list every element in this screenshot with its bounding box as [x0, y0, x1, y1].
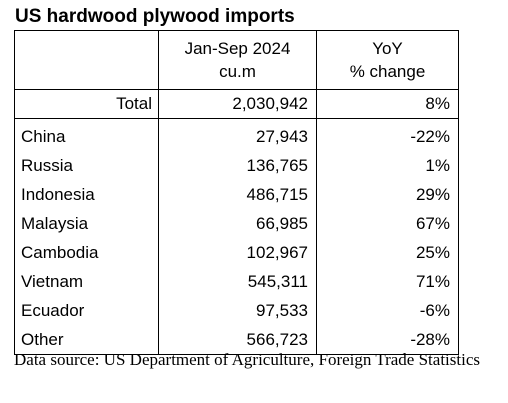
- table-row: Vietnam 545,311 71%: [14, 267, 459, 297]
- total-label: Total: [14, 89, 159, 119]
- table-row: Other 566,723 -28%: [14, 325, 459, 356]
- total-volume: 2,030,942: [158, 89, 317, 119]
- yoy-cell: -6%: [316, 296, 459, 326]
- page-title: US hardwood plywood imports: [15, 6, 295, 27]
- table-row: Ecuador 97,533 -6%: [14, 296, 459, 326]
- header-yoy: YoY % change: [316, 30, 459, 90]
- country-cell: Ecuador: [14, 296, 159, 326]
- table-header-row: Jan-Sep 2024 cu.m YoY % change: [14, 30, 459, 90]
- data-source-note: Data source: US Department of Agricultur…: [14, 350, 480, 369]
- volume-cell: 66,985: [158, 209, 317, 239]
- total-row: Total 2,030,942 8%: [14, 89, 459, 119]
- yoy-cell: -22%: [316, 118, 459, 152]
- imports-table: Jan-Sep 2024 cu.m YoY % change Total 2,0…: [14, 30, 459, 356]
- yoy-cell: 1%: [316, 151, 459, 181]
- volume-cell: 97,533: [158, 296, 317, 326]
- volume-cell: 566,723: [158, 325, 317, 356]
- header-volume-period: Jan-Sep 2024: [184, 39, 291, 58]
- yoy-cell: 71%: [316, 267, 459, 297]
- table-row: Russia 136,765 1%: [14, 151, 459, 181]
- header-yoy-unit: % change: [349, 62, 426, 81]
- table-row: China 27,943 -22%: [14, 118, 459, 152]
- total-yoy: 8%: [316, 89, 459, 119]
- volume-cell: 27,943: [158, 118, 317, 152]
- table-row: Malaysia 66,985 67%: [14, 209, 459, 239]
- header-yoy-label: YoY: [372, 39, 403, 58]
- country-cell: Vietnam: [14, 267, 159, 297]
- header-volume-unit: cu.m: [219, 62, 256, 81]
- country-cell: Russia: [14, 151, 159, 181]
- yoy-cell: 29%: [316, 180, 459, 210]
- country-cell: Indonesia: [14, 180, 159, 210]
- volume-cell: 136,765: [158, 151, 317, 181]
- country-cell: China: [14, 118, 159, 152]
- header-volume: Jan-Sep 2024 cu.m: [158, 30, 317, 90]
- yoy-cell: 25%: [316, 238, 459, 268]
- yoy-cell: 67%: [316, 209, 459, 239]
- country-cell: Cambodia: [14, 238, 159, 268]
- table-row: Cambodia 102,967 25%: [14, 238, 459, 268]
- yoy-cell: -28%: [316, 325, 459, 356]
- volume-cell: 545,311: [158, 267, 317, 297]
- country-cell: Malaysia: [14, 209, 159, 239]
- volume-cell: 102,967: [158, 238, 317, 268]
- table-row: Indonesia 486,715 29%: [14, 180, 459, 210]
- volume-cell: 486,715: [158, 180, 317, 210]
- country-cell: Other: [14, 325, 159, 356]
- header-country: [14, 30, 159, 90]
